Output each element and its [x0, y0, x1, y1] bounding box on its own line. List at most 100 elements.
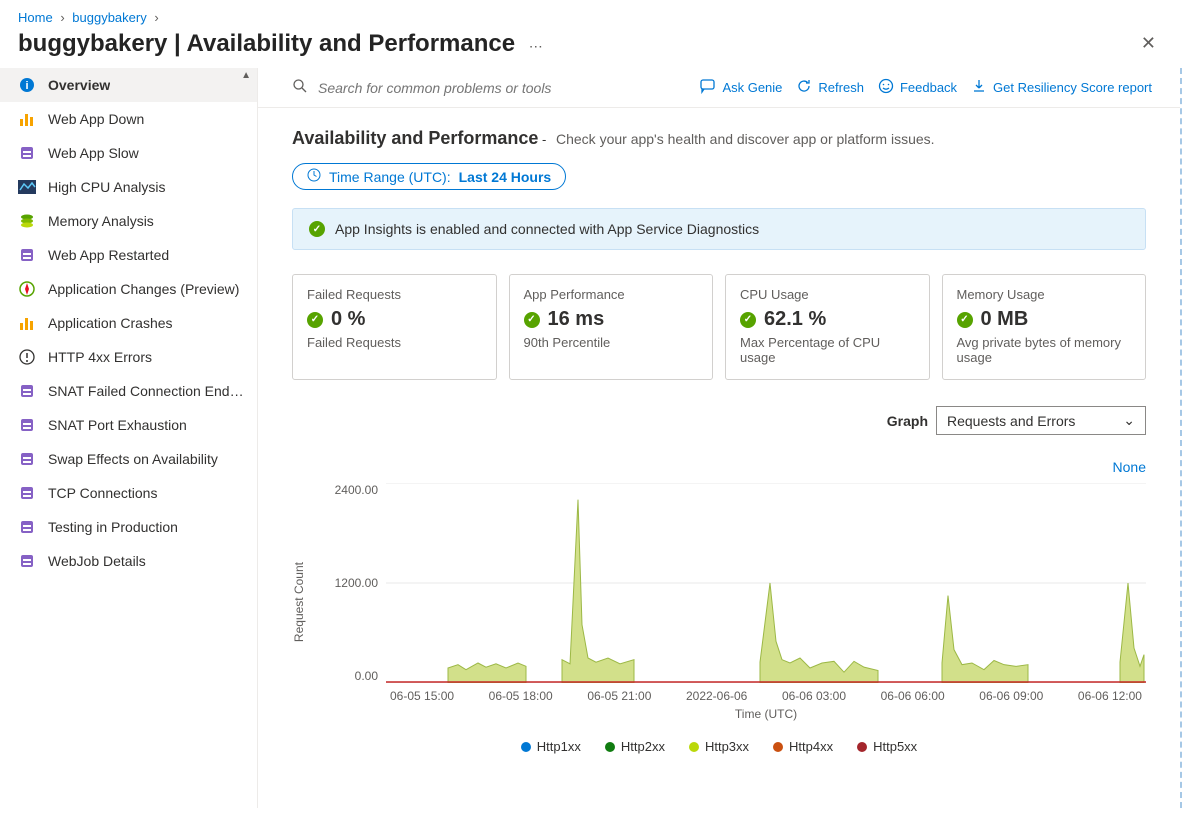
sidebar-item[interactable]: Web App Down — [0, 102, 257, 136]
sidebar-item[interactable]: SNAT Port Exhaustion — [0, 408, 257, 442]
block-purple-icon — [18, 416, 36, 434]
sidebar-item[interactable]: SNAT Failed Connection Endp… — [0, 374, 257, 408]
sidebar-item[interactable]: HTTP 4xx Errors — [0, 340, 257, 374]
sidebar-item[interactable]: Application Crashes — [0, 306, 257, 340]
sidebar-item[interactable]: Web App Restarted — [0, 238, 257, 272]
breadcrumb: Home › buggybakery › — [0, 0, 1182, 25]
card-value: 0 % — [331, 308, 365, 331]
page-title: buggybakery | Availability and Performan… — [18, 30, 515, 57]
card-value: 0 MB — [981, 308, 1029, 331]
chart-canvas — [386, 483, 1146, 683]
get-resiliency-score-report-button[interactable]: Get Resiliency Score report — [971, 78, 1152, 97]
sidebar-item[interactable]: High CPU Analysis — [0, 170, 257, 204]
check-icon: ✓ — [307, 312, 323, 328]
check-icon: ✓ — [524, 312, 540, 328]
svg-text:i: i — [25, 80, 28, 92]
card-title: CPU Usage — [740, 287, 915, 302]
sidebar-item[interactable]: Swap Effects on Availability — [0, 442, 257, 476]
breadcrumb-separator: › — [60, 10, 64, 25]
block-purple-icon — [18, 552, 36, 570]
graph-label: Graph — [887, 413, 928, 429]
check-icon: ✓ — [309, 221, 325, 237]
sparkline-icon — [18, 178, 36, 196]
card-title: App Performance — [524, 287, 699, 302]
sidebar-item[interactable]: Web App Slow — [0, 136, 257, 170]
bars-orange-icon — [18, 110, 36, 128]
card-value: 16 ms — [548, 308, 605, 331]
search-input[interactable] — [318, 80, 678, 96]
chevron-down-icon: ⌄ — [1123, 412, 1135, 429]
check-icon: ✓ — [957, 312, 973, 328]
sidebar-item[interactable]: i Overview — [0, 68, 257, 102]
none-link[interactable]: None — [292, 459, 1146, 475]
time-range-pill[interactable]: Time Range (UTC): Last 24 Hours — [292, 163, 566, 190]
sidebar-item-label: SNAT Port Exhaustion — [48, 417, 187, 433]
x-axis-label: Time (UTC) — [386, 707, 1146, 721]
legend-item[interactable]: Http3xx — [689, 739, 749, 754]
close-icon[interactable]: ✕ — [1133, 29, 1164, 58]
breadcrumb-separator: › — [154, 10, 158, 25]
collapse-icon[interactable]: ▲ — [241, 70, 251, 81]
smile-icon — [878, 78, 894, 97]
chat-icon — [700, 78, 716, 97]
info-icon: i — [18, 76, 36, 94]
sidebar-item-label: TCP Connections — [48, 485, 157, 501]
breadcrumb-link[interactable]: buggybakery — [72, 10, 146, 25]
sidebar-item[interactable]: Testing in Production — [0, 510, 257, 544]
search-icon — [292, 78, 308, 97]
bars-orange-icon — [18, 314, 36, 332]
main-content: Ask Genie Refresh Feedback Get Resiliency S… — [258, 68, 1182, 808]
legend-dot — [521, 742, 531, 752]
metric-card[interactable]: Failed Requests ✓ 0 % Failed Requests — [292, 274, 497, 380]
sidebar-item-label: HTTP 4xx Errors — [48, 349, 152, 365]
card-subtitle: Avg private bytes of memory usage — [957, 335, 1132, 365]
sidebar-item[interactable]: Application Changes (Preview) — [0, 272, 257, 306]
legend-dot — [689, 742, 699, 752]
ask-genie-button[interactable]: Ask Genie — [700, 78, 782, 97]
feedback-button[interactable]: Feedback — [878, 78, 957, 97]
card-value: 62.1 % — [764, 308, 826, 331]
metric-card[interactable]: CPU Usage✓62.1 %Max Percentage of CPU us… — [725, 274, 930, 380]
more-icon[interactable]: ⋯ — [529, 38, 543, 54]
card-subtitle: Failed Requests — [307, 335, 482, 350]
compass-icon — [18, 280, 36, 298]
block-purple-icon — [18, 518, 36, 536]
check-icon: ✓ — [740, 312, 756, 328]
sidebar-item[interactable]: Memory Analysis — [0, 204, 257, 238]
sidebar-item-label: Overview — [48, 77, 110, 93]
block-purple-icon — [18, 382, 36, 400]
metric-card[interactable]: Memory Usage ✓ 0 MB Avg private bytes of me… — [942, 274, 1147, 380]
refresh-button[interactable]: Refresh — [796, 78, 864, 97]
graph-select[interactable]: Requests and Errors ⌄ — [936, 406, 1146, 435]
sidebar-item-label: Testing in Production — [48, 519, 178, 535]
card-title: Memory Usage — [957, 287, 1132, 302]
section-title: Availability and Performance — [292, 128, 538, 148]
block-purple-icon — [18, 450, 36, 468]
toolbar: Ask Genie Refresh Feedback Get Resiliency S… — [258, 68, 1180, 108]
legend-item[interactable]: Http2xx — [605, 739, 665, 754]
x-axis: 06-05 15:0006-05 18:0006-05 21:002022-06… — [386, 689, 1146, 703]
legend-dot — [605, 742, 615, 752]
legend-item[interactable]: Http1xx — [521, 739, 581, 754]
warn-circle-icon — [18, 348, 36, 366]
y-axis: 2400.00 1200.00 0.00 — [312, 483, 386, 683]
card-title: Failed Requests — [307, 287, 482, 302]
sidebar-item-label: Application Crashes — [48, 315, 173, 331]
block-purple-icon — [18, 246, 36, 264]
breadcrumb-link[interactable]: Home — [18, 10, 53, 25]
sidebar-item[interactable]: TCP Connections — [0, 476, 257, 510]
metric-card[interactable]: App Performance✓16 ms90th Percentile — [509, 274, 714, 380]
sidebar-item[interactable]: WebJob Details — [0, 544, 257, 578]
legend-item[interactable]: Http5xx — [857, 739, 917, 754]
sidebar-item-label: WebJob Details — [48, 553, 146, 569]
time-range-value: Last 24 Hours — [459, 169, 552, 185]
sidebar-item-label: High CPU Analysis — [48, 179, 166, 195]
download-icon — [971, 78, 987, 97]
sidebar-item-label: Application Changes (Preview) — [48, 281, 239, 297]
sidebar-item-label: Memory Analysis — [48, 213, 154, 229]
y-axis-label: Request Count — [292, 562, 306, 642]
legend-dot — [857, 742, 867, 752]
sidebar-item-label: SNAT Failed Connection Endp… — [48, 383, 245, 399]
legend-item[interactable]: Http4xx — [773, 739, 833, 754]
block-purple-icon — [18, 484, 36, 502]
